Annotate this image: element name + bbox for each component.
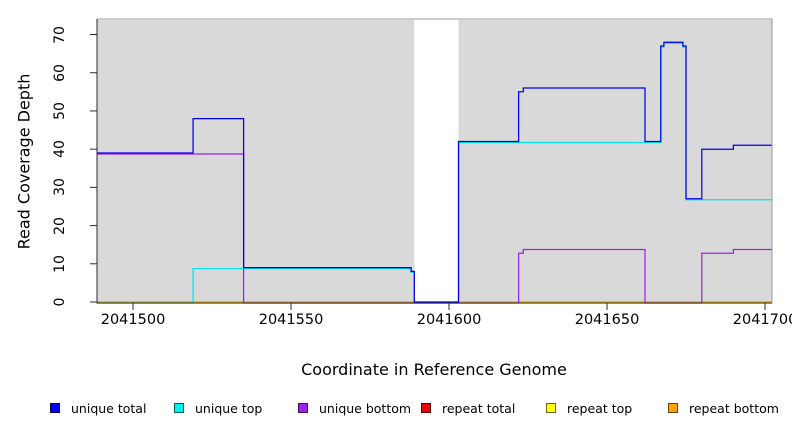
legend-item-unique-bottom: unique bottom: [298, 399, 411, 417]
legend-label: unique bottom: [319, 400, 412, 416]
legend-label: repeat top: [567, 400, 633, 416]
legend-swatch-icon: [668, 403, 678, 413]
y-tick-label: 30: [52, 178, 68, 197]
y-axis-title: Read Coverage Depth: [14, 73, 34, 250]
plot-border-axes: [96, 19, 772, 304]
series-unique-top: [97, 42, 772, 304]
x-tick-label: 2041700: [732, 312, 792, 328]
x-tick-label: 2041600: [416, 312, 482, 328]
legend-item-repeat-total: repeat total: [421, 399, 515, 417]
legend-item-repeat-bottom: repeat bottom: [668, 399, 779, 417]
legend-swatch-icon: [50, 403, 60, 413]
legend-swatch-icon: [298, 403, 308, 413]
x-tick-label: 2041650: [574, 312, 640, 328]
y-tick-label: 20: [52, 216, 68, 235]
x-axis-title: Coordinate in Reference Genome: [301, 360, 567, 379]
y-tick-label: 60: [52, 63, 68, 82]
x-tick-label: 2041550: [258, 312, 324, 328]
legend-item-repeat-top: repeat top: [546, 399, 632, 417]
plot-border-top-right: [97, 18, 773, 303]
y-tick-label: 10: [52, 254, 68, 273]
series-unique-total: [97, 41, 772, 303]
legend-item-unique-top: unique top: [174, 399, 262, 417]
legend-label: repeat total: [442, 400, 516, 416]
legend-swatch-icon: [421, 403, 431, 413]
y-tick-label: 70: [52, 25, 68, 44]
y-tick-label: 50: [52, 102, 68, 120]
x-tick-label: 2041500: [100, 312, 166, 328]
legend-label: unique top: [195, 400, 263, 416]
y-tick-label: 0: [52, 297, 68, 307]
y-tick-label: 40: [52, 140, 68, 159]
legend-item-unique-total: unique total: [50, 399, 146, 417]
legend-swatch-icon: [174, 403, 184, 413]
legend-label: repeat bottom: [689, 400, 779, 416]
legend: unique total unique top unique bottom repea…: [0, 399, 792, 419]
legend-label: unique total: [71, 400, 147, 416]
legend-swatch-icon: [546, 403, 556, 413]
masked-region: [414, 20, 459, 303]
